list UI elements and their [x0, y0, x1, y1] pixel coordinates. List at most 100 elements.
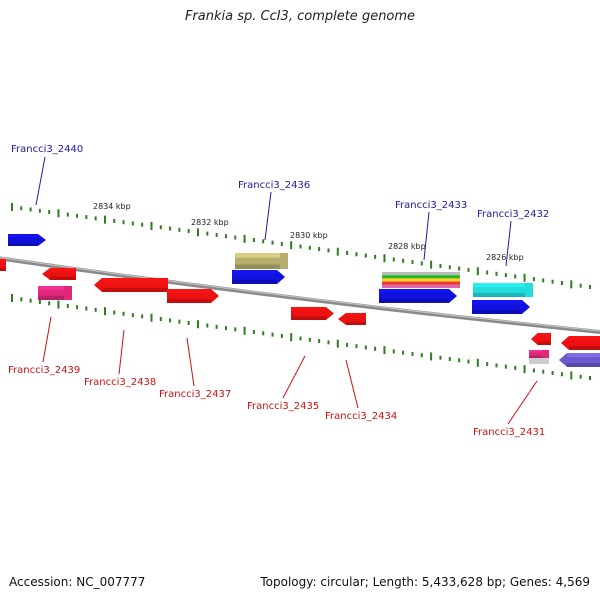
gene-blue-2433-b	[379, 289, 457, 303]
tick-mark	[85, 306, 88, 311]
tick-mark	[48, 210, 51, 215]
tick-mark	[76, 213, 79, 218]
tick-mark	[85, 215, 88, 220]
tick-mark	[280, 241, 283, 246]
gene-blue-2436-b	[232, 270, 285, 284]
gene-francci3-2440	[8, 234, 46, 246]
tick-mark	[150, 313, 153, 322]
tick-mark	[589, 285, 591, 289]
tick-mark	[439, 355, 442, 360]
tick-mark	[299, 244, 302, 249]
tick-mark	[169, 318, 172, 323]
tick-mark	[224, 234, 227, 239]
tick-mark	[495, 271, 498, 276]
gene-francci3-2434	[338, 313, 366, 325]
tick-mark	[122, 220, 125, 225]
tick-mark	[430, 260, 433, 269]
tick-mark	[94, 216, 97, 221]
tick-mark	[327, 340, 330, 345]
tick-mark	[308, 337, 311, 342]
tick-mark	[271, 332, 274, 337]
tick-mark	[523, 273, 526, 282]
tick-mark	[589, 376, 591, 380]
leader-line-2437	[186, 337, 195, 387]
gene-francci3-2439	[38, 286, 72, 300]
tick-mark	[532, 368, 535, 373]
tick-mark	[430, 352, 433, 361]
tick-mark	[103, 215, 106, 224]
label-francci3-2439: Francci3_2439	[8, 365, 80, 376]
tick-mark	[364, 345, 367, 350]
tick-mark	[103, 307, 106, 316]
tick-mark	[448, 357, 451, 362]
tick-mark	[66, 212, 69, 217]
gene-features	[0, 234, 600, 367]
tick-mark	[336, 247, 339, 256]
tick-mark	[402, 350, 405, 355]
gene-francci3-2433	[382, 272, 460, 288]
tick-mark	[113, 218, 116, 223]
tick-mark	[458, 266, 461, 271]
tick-mark	[411, 260, 414, 265]
tick-mark	[215, 232, 218, 237]
tick-mark	[542, 278, 545, 283]
tick-mark	[11, 294, 13, 302]
tick-mark	[159, 225, 162, 230]
label-francci3-2440: Francci3_2440	[11, 144, 83, 155]
tick-mark	[57, 300, 60, 309]
tick-mark	[476, 358, 479, 367]
tick-mark	[299, 336, 302, 341]
tick-mark	[346, 250, 349, 255]
tick-mark	[122, 311, 125, 316]
tick-mark	[178, 319, 181, 324]
tick-mark	[579, 283, 582, 288]
tick-mark	[318, 247, 321, 252]
tick-mark	[486, 362, 489, 367]
gene-blue-2432-b	[472, 300, 530, 314]
tick-mark	[38, 299, 41, 304]
tick-mark	[318, 339, 321, 344]
tick-mark	[532, 277, 535, 282]
tick-mark	[20, 297, 23, 302]
tick-mark	[290, 333, 293, 342]
tick-mark	[504, 273, 507, 278]
tick-mark	[280, 333, 283, 338]
tick-mark	[234, 327, 237, 332]
tick-mark	[374, 254, 377, 259]
tick-mark	[523, 365, 526, 374]
tick-mark	[448, 265, 451, 270]
tick-mark	[243, 326, 246, 335]
leader-line-2433	[423, 211, 430, 261]
tick-mark	[131, 313, 134, 318]
tick-mark	[420, 353, 423, 358]
gene-francci3-2437	[167, 289, 219, 303]
leader-line-2435	[282, 355, 306, 399]
tick-mark	[383, 254, 386, 263]
tick-mark	[514, 365, 517, 370]
tick-mark	[187, 229, 190, 234]
genome-backbone	[0, 256, 600, 335]
tick-mark	[336, 339, 339, 348]
tick-mark	[187, 320, 190, 325]
tick-mark	[243, 234, 246, 243]
accession-text: Accession: NC_007777	[9, 575, 146, 589]
tick-mark	[327, 248, 330, 253]
tick-mark	[20, 206, 23, 211]
tick-mark	[290, 241, 293, 250]
tick-mark	[308, 245, 311, 250]
leader-line-2436	[264, 191, 272, 241]
tick-mark	[48, 301, 51, 306]
tick-mark	[364, 253, 367, 258]
leader-line-2434	[345, 359, 359, 409]
label-francci3-2437: Francci3_2437	[159, 389, 231, 400]
tick-mark	[551, 370, 554, 375]
outer-tick-track	[11, 203, 591, 289]
label-francci3-2432: Francci3_2432	[477, 209, 549, 220]
tick-label-2834: 2834 kbp	[93, 202, 131, 211]
tick-mark	[504, 364, 507, 369]
tick-mark	[141, 314, 144, 319]
tick-mark	[197, 320, 200, 329]
tick-mark	[579, 374, 582, 379]
gene-red-right-2	[561, 336, 600, 350]
gene-red-right-1	[531, 333, 551, 345]
